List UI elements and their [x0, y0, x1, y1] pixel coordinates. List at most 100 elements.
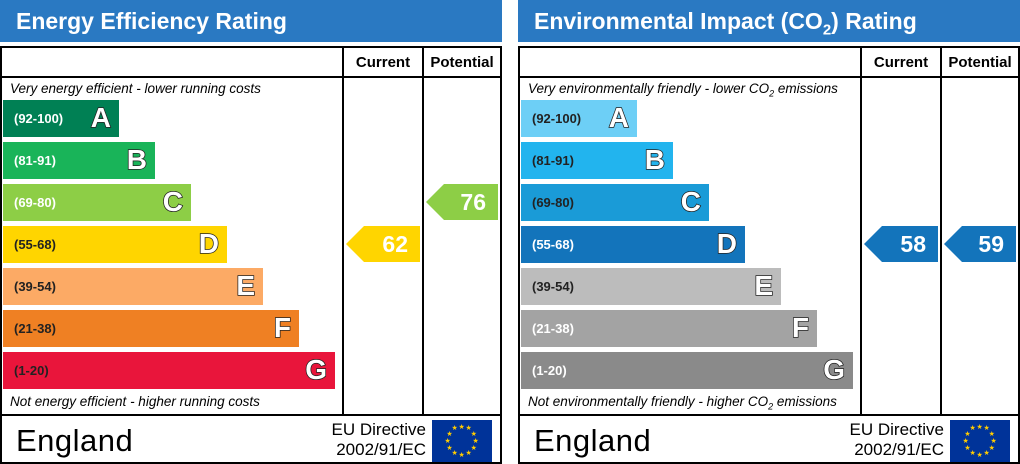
- divider: [342, 48, 344, 414]
- rating-band-b: (81-91) B: [3, 142, 155, 179]
- bottom-note-prefix: Not environmentally friendly - higher CO: [528, 394, 769, 409]
- column-header-current: Current: [355, 54, 411, 71]
- flag-star: ★: [964, 444, 971, 452]
- band-range-label: (1-20): [532, 363, 567, 378]
- band-letter: D: [716, 227, 738, 260]
- flag-star: ★: [458, 423, 465, 431]
- band-letter: A: [90, 101, 112, 134]
- top-note-suffix: emissions: [774, 81, 838, 96]
- flag-star: ★: [451, 449, 458, 457]
- band-range-label: (39-54): [532, 279, 574, 294]
- flag-star: ★: [969, 425, 976, 433]
- rating-band-f: (21-38) F: [3, 310, 299, 347]
- divider: [2, 76, 500, 78]
- bottom-note: Not environmentally friendly - higher CO…: [528, 394, 837, 412]
- directive-line-2: 2002/91/EC: [854, 440, 944, 459]
- band-range-label: (55-68): [532, 237, 574, 252]
- divider: [422, 48, 424, 414]
- rating-band-e: (39-54) E: [3, 268, 263, 305]
- flag-star: ★: [470, 444, 477, 452]
- flag-star: ★: [458, 451, 465, 459]
- column-header-potential: Potential: [430, 54, 494, 71]
- chart-title: Energy Efficiency Rating: [0, 0, 502, 42]
- band-range-label: (92-100): [14, 111, 64, 126]
- chart-frame: Current Potential Very energy efficient …: [0, 46, 502, 464]
- flag-star: ★: [446, 430, 453, 438]
- current-rating-arrow: 58: [864, 226, 938, 262]
- eu-directive: EU Directive 2002/91/EC: [316, 420, 426, 460]
- eu-directive: EU Directive 2002/91/EC: [834, 420, 944, 460]
- band-letter: E: [236, 269, 256, 302]
- bottom-note-subscript: 2: [768, 401, 774, 412]
- top-note-subscript: 2: [769, 88, 775, 99]
- rating-band-b: (81-91) B: [521, 142, 673, 179]
- top-note: Very energy efficient - lower running co…: [10, 81, 261, 96]
- eu-flag-icon: ★ ★ ★ ★ ★ ★ ★ ★ ★ ★ ★ ★: [950, 420, 1010, 462]
- divider: [520, 76, 1018, 78]
- top-note-prefix: Very environmentally friendly - lower CO: [528, 81, 770, 96]
- rating-band-a: (92-100) A: [3, 100, 119, 137]
- country-label: England: [534, 423, 652, 458]
- chart-title: Environmental Impact (CO2) Rating: [518, 0, 1020, 42]
- band-letter: G: [304, 353, 327, 386]
- flag-star: ★: [465, 425, 472, 433]
- rating-band-d: (55-68) D: [3, 226, 227, 263]
- divider: [2, 414, 500, 416]
- energy-efficiency-chart: Energy Efficiency Rating Current Potenti…: [0, 0, 502, 464]
- flag-star: ★: [988, 444, 995, 452]
- title-subscript: 2: [822, 21, 832, 39]
- flag-star: ★: [962, 437, 969, 445]
- band-letter: B: [644, 143, 666, 176]
- band-letter: C: [680, 185, 702, 218]
- flag-star: ★: [451, 425, 458, 433]
- current-rating-value: 58: [900, 231, 926, 257]
- current-rating-arrow: 62: [346, 226, 420, 262]
- rating-band-f: (21-38) F: [521, 310, 817, 347]
- flag-star: ★: [465, 449, 472, 457]
- environmental-impact-chart: Environmental Impact (CO2) Rating Curren…: [518, 0, 1020, 464]
- eu-flag-icon: ★ ★ ★ ★ ★ ★ ★ ★ ★ ★ ★ ★: [432, 420, 492, 462]
- flag-star: ★: [990, 437, 997, 445]
- bottom-note-suffix: emissions: [773, 394, 837, 409]
- flag-star: ★: [446, 444, 453, 452]
- divider: [520, 414, 1018, 416]
- divider: [940, 48, 942, 414]
- potential-rating-value: 59: [978, 231, 1004, 257]
- bottom-note: Not energy efficient - higher running co…: [10, 394, 260, 409]
- flag-star: ★: [976, 451, 983, 459]
- band-range-label: (81-91): [14, 153, 56, 168]
- directive-line-1: EU Directive: [331, 420, 426, 439]
- potential-rating-arrow: 76: [426, 184, 498, 220]
- rating-band-g: (1-20) G: [3, 352, 335, 389]
- flag-star: ★: [472, 437, 479, 445]
- flag-star: ★: [470, 430, 477, 438]
- rating-band-e: (39-54) E: [521, 268, 781, 305]
- band-range-label: (21-38): [14, 321, 56, 336]
- flag-star: ★: [988, 430, 995, 438]
- band-letter: B: [126, 143, 148, 176]
- rating-band-a: (92-100) A: [521, 100, 637, 137]
- band-letter: C: [162, 185, 184, 218]
- band-letter: D: [198, 227, 220, 260]
- band-range-label: (55-68): [14, 237, 56, 252]
- directive-line-2: 2002/91/EC: [336, 440, 426, 459]
- band-letter: F: [791, 311, 810, 344]
- flag-star: ★: [976, 423, 983, 431]
- band-range-label: (81-91): [532, 153, 574, 168]
- column-header-current: Current: [873, 54, 929, 71]
- directive-line-1: EU Directive: [849, 420, 944, 439]
- band-range-label: (39-54): [14, 279, 56, 294]
- title-prefix: Environmental Impact (CO: [534, 8, 823, 34]
- band-range-label: (21-38): [532, 321, 574, 336]
- flag-star: ★: [983, 425, 990, 433]
- title-suffix: ) Rating: [831, 8, 917, 34]
- band-letter: E: [754, 269, 774, 302]
- flag-star: ★: [983, 449, 990, 457]
- current-rating-value: 62: [382, 231, 408, 257]
- column-header-potential: Potential: [948, 54, 1012, 71]
- rating-band-d: (55-68) D: [521, 226, 745, 263]
- potential-rating-value: 76: [460, 189, 486, 215]
- divider: [860, 48, 862, 414]
- flag-star: ★: [964, 430, 971, 438]
- flag-star: ★: [969, 449, 976, 457]
